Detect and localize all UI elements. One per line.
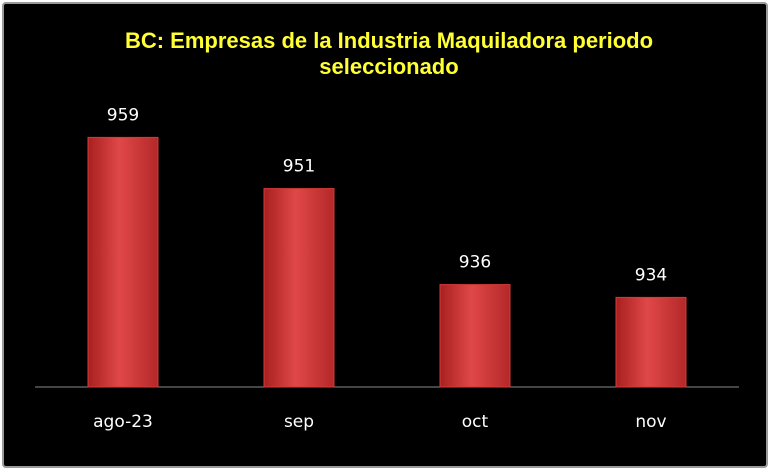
data-label: 951 xyxy=(283,157,315,177)
x-tick-label: oct xyxy=(462,412,489,432)
chart: ago-23 959 sep 951 oct 936 nov 934 xyxy=(35,105,739,432)
data-label: 936 xyxy=(459,253,491,273)
x-tick-label: nov xyxy=(635,412,666,432)
bar xyxy=(615,296,687,388)
data-label: 959 xyxy=(107,105,139,125)
chart-title: BC: Empresas de la Industria Maquiladora… xyxy=(124,28,654,79)
x-tick-label: sep xyxy=(284,412,314,432)
bar xyxy=(87,136,159,388)
x-tick-label: ago-23 xyxy=(93,412,153,432)
bar xyxy=(439,284,511,388)
data-label: 934 xyxy=(635,265,667,285)
bar xyxy=(263,188,335,388)
